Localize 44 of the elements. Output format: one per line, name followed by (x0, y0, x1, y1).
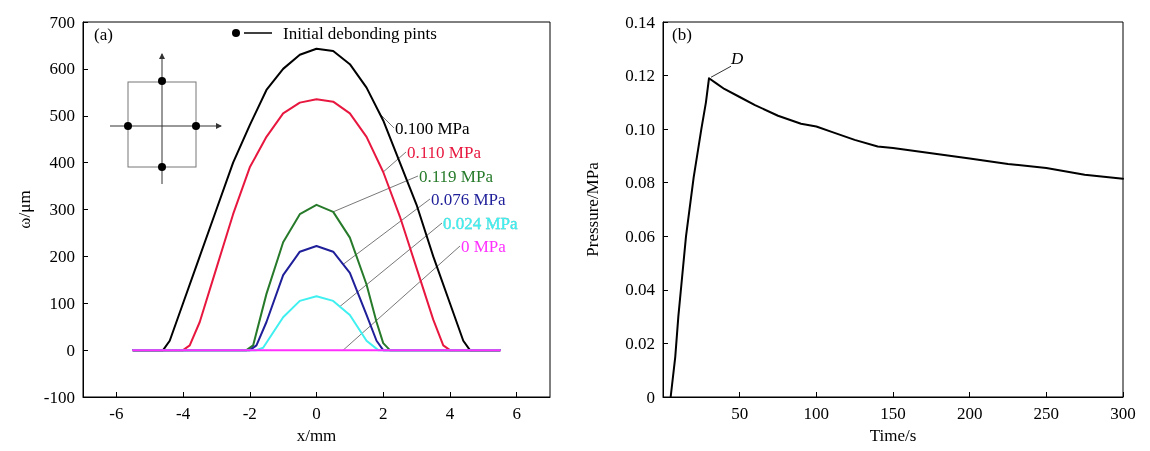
y-tick-label: 0.02 (625, 333, 655, 353)
y-tick-label: 0.08 (625, 173, 655, 193)
y-tick-label: 100 (49, 293, 75, 313)
y-tick-label: 0.06 (625, 226, 655, 246)
x-tick-label: 4 (445, 404, 455, 423)
y-tick-label: -100 (43, 387, 75, 407)
x-tick-label: -4 (175, 404, 191, 423)
x-tick-label: -6 (109, 404, 124, 423)
annotation: (b) (672, 24, 692, 44)
y-tick-label: 400 (49, 153, 75, 173)
text: 0 MPa (461, 236, 507, 256)
x-tick-label: 0 (312, 404, 321, 423)
text: 0.076 MPa (431, 189, 507, 209)
x-axis-title: x/mm (296, 425, 337, 445)
y-tick-label: 0.04 (625, 280, 656, 300)
x-tick-label: 150 (880, 404, 906, 423)
x-tick-label: 200 (956, 404, 983, 423)
y-tick-label: 0 (646, 387, 655, 407)
y-axis-title: ω/μm (14, 190, 34, 229)
x-tick-label: 100 (803, 404, 830, 423)
annotation: D (730, 48, 744, 68)
series-label: 0.110 MPa (407, 142, 482, 162)
y-tick-label: 600 (49, 59, 75, 79)
x-tick-label: 50 (731, 404, 749, 423)
annotation: (a) (94, 24, 113, 44)
y-tick-label: 300 (49, 200, 75, 219)
y-tick-label: 0.12 (625, 66, 655, 86)
x-tick-label: 2 (378, 404, 388, 423)
x-tick-label: 6 (512, 404, 521, 423)
y-tick-label: 200 (49, 246, 75, 266)
y-tick-label: 0 (66, 340, 75, 360)
series-label: 0.100 MPa (395, 118, 471, 138)
annotation: Initial debonding pints (283, 23, 437, 43)
x-axis-title: Time/s (869, 425, 917, 445)
text: 0.119 MPa (419, 166, 494, 186)
x-tick-label: 250 (1033, 404, 1060, 423)
y-axis-title: Pressure/MPa (583, 161, 602, 257)
y-tick-label: 0.10 (625, 119, 655, 139)
y-tick-label: 0.14 (625, 12, 656, 32)
x-tick-label: 300 (1110, 404, 1136, 423)
x-tick-label: -2 (242, 404, 257, 423)
text: 0.024 MPa (443, 213, 519, 233)
y-tick-label: 500 (49, 106, 75, 126)
y-tick-label: 700 (49, 12, 75, 32)
